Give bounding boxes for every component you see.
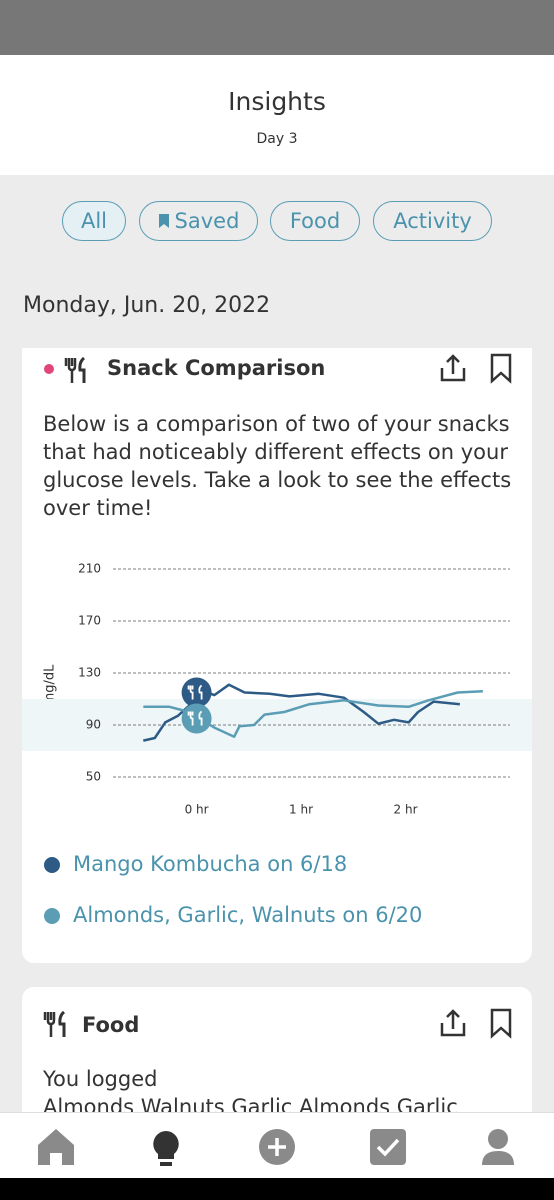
- bookmark-icon: [158, 214, 169, 228]
- y-axis-label: mg/dL: [43, 664, 58, 706]
- legend-label: Almonds, Garlic, Walnuts on 6/20: [73, 903, 422, 927]
- chart: mg/dL 50 90 130 170 210 0 hr 1 hr 2 hr Mango Kom…: [22, 562, 532, 927]
- card-actions[interactable]: [438, 1007, 518, 1041]
- legend-swatch: [44, 857, 60, 873]
- food-icon: [43, 1011, 66, 1037]
- series-line: [143, 683, 460, 742]
- card-header-icons: [44, 356, 86, 383]
- filter-chip[interactable]: Food: [270, 201, 360, 241]
- filter-chip[interactable]: Activity: [373, 201, 492, 241]
- date-heading: Monday, Jun. 20, 2022: [23, 293, 271, 318]
- target-band: [22, 699, 532, 751]
- filter-label: Saved: [174, 209, 240, 233]
- card-title: Snack Comparison: [107, 356, 326, 380]
- filter-chip[interactable]: Saved: [139, 201, 258, 241]
- meal-marker: [181, 703, 212, 734]
- y-tick-label: 130: [78, 666, 101, 680]
- page-subtitle: Day 3: [256, 131, 298, 147]
- card-actions[interactable]: [438, 352, 518, 386]
- y-tick-label: 50: [86, 770, 101, 784]
- y-tick-label: 210: [78, 562, 101, 576]
- header: Insights Day 3: [0, 55, 554, 175]
- filter-chip[interactable]: All: [62, 201, 126, 241]
- y-tick-label: 170: [78, 614, 101, 628]
- card-title: Food: [82, 1013, 140, 1037]
- x-tick-label: 0 hr: [185, 803, 209, 817]
- legend-label: Mango Kombucha on 6/18: [73, 852, 347, 876]
- meal-icon: [187, 710, 203, 726]
- bottom-nav: [0, 1112, 554, 1179]
- nav-icons[interactable]: [0, 1113, 554, 1179]
- y-tick-label: 90: [86, 718, 101, 732]
- x-tick-label: 2 hr: [394, 803, 418, 817]
- page-title: Insights: [228, 87, 326, 116]
- x-tick-label: 1 hr: [289, 803, 313, 817]
- card-body: You logged: [43, 1067, 158, 1091]
- meal-marker: [181, 677, 212, 708]
- legend-swatch: [44, 908, 60, 924]
- insight-card: Snack Comparison Below is a comparison o…: [22, 348, 532, 963]
- system-bar: [0, 1178, 554, 1200]
- card-body: Below is a comparison of two of your sna…: [43, 412, 512, 520]
- meal-icon: [187, 684, 203, 700]
- status-bar: [0, 0, 554, 55]
